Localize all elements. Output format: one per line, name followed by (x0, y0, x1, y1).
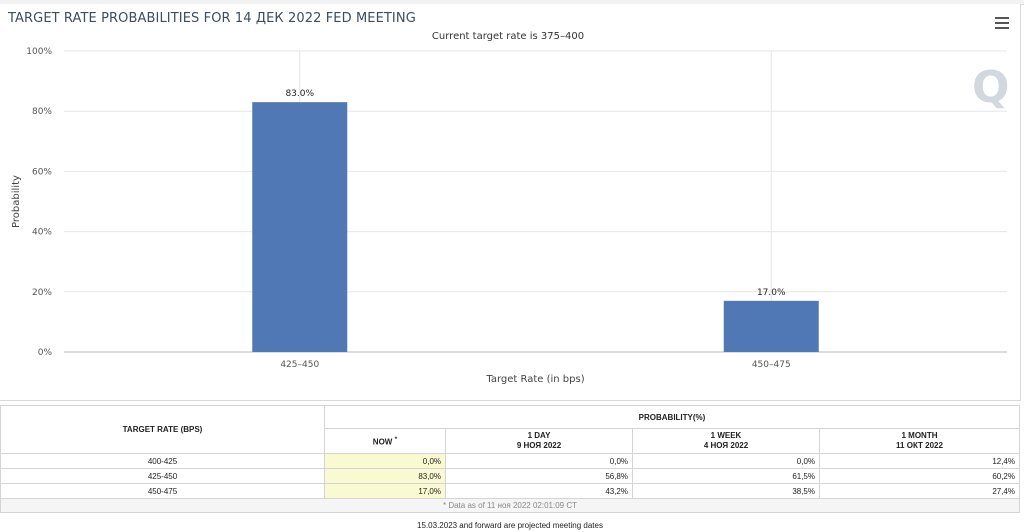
table-row: 400-425 0,0% 0,0% 0,0% 12,4% (0, 453, 1020, 469)
data-timestamp-note: * Data as of 11 ноя 2022 02:01:09 CT (0, 498, 1020, 513)
y-tick-label: 40% (32, 228, 52, 238)
header-probability: PROBABILITY(%) (324, 405, 1020, 429)
bar-value-label: 83.0% (285, 89, 314, 99)
header-now: NOW * (324, 428, 446, 454)
week-cell: 0,0% (632, 453, 820, 469)
chart-panel: TARGET RATE PROBABILITIES FOR 14 ДЕК 202… (0, 4, 1021, 401)
header-1-week: 1 WEEK 4 НОЯ 2022 (632, 428, 820, 454)
chart-subtitle: Current target rate is 375–400 (431, 31, 585, 42)
day-cell: 0,0% (445, 453, 633, 469)
y-tick-label: 100% (26, 47, 52, 57)
week-cell: 61,5% (632, 468, 820, 484)
x-tick-label: 450–475 (752, 360, 791, 370)
x-tick-label: 425–450 (280, 360, 319, 370)
y-tick-label: 80% (32, 107, 52, 117)
x-axis-label: Target Rate (in bps) (485, 374, 584, 385)
header-target-rate: TARGET RATE (BPS) (0, 405, 325, 454)
week-cell: 38,5% (632, 483, 820, 499)
footer-note: 15.03.2023 and forward are projected mee… (417, 521, 603, 530)
y-axis-label: Probability (11, 175, 22, 228)
y-tick-label: 0% (38, 348, 53, 358)
bar-value-label: 17.0% (757, 288, 786, 298)
month-cell: 12,4% (819, 453, 1020, 469)
bar-chart: 0% 20% 40% 60% 80% 100% 83.0% 425–450 17.0% 450–4… (11, 47, 1007, 385)
header-1-month: 1 MONTH 11 ОКТ 2022 (819, 428, 1020, 454)
now-cell: 17,0% (324, 483, 446, 499)
chart-title: TARGET RATE PROBABILITIES FOR 14 ДЕК 202… (8, 11, 416, 26)
now-cell: 0,0% (324, 453, 446, 469)
now-cell: 83,0% (324, 468, 446, 484)
hamburger-menu-icon[interactable] (995, 17, 1009, 29)
y-tick-label: 60% (32, 167, 52, 177)
y-tick-label: 20% (32, 288, 52, 298)
month-cell: 27,4% (819, 483, 1020, 499)
rate-cell: 400-425 (0, 453, 325, 469)
probability-table: TARGET RATE (BPS) PROBABILITY(%) NOW * 1… (0, 405, 1020, 513)
day-cell: 43,2% (445, 483, 633, 499)
month-cell: 60,2% (819, 468, 1020, 484)
rate-cell: 425-450 (0, 468, 325, 484)
bar (723, 300, 819, 352)
header-1-day: 1 DAY 9 НОЯ 2022 (445, 428, 633, 454)
bar (252, 102, 348, 352)
q-logo-icon: Q (972, 62, 1010, 113)
table-row: 425-450 83,0% 56,8% 61,5% 60,2% (0, 468, 1020, 484)
rate-cell: 450-475 (0, 483, 325, 499)
table-row: 450-475 17,0% 43,2% 38,5% 27,4% (0, 483, 1020, 499)
day-cell: 56,8% (445, 468, 633, 484)
